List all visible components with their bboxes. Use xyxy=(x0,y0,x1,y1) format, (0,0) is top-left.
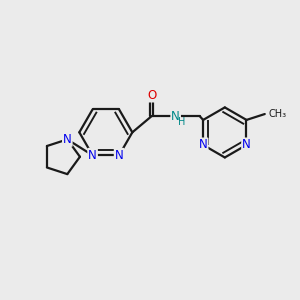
Text: CH₃: CH₃ xyxy=(268,109,286,119)
Text: N: N xyxy=(88,149,97,162)
Text: N: N xyxy=(171,110,180,123)
Text: O: O xyxy=(147,88,156,101)
Text: H: H xyxy=(178,117,185,127)
Text: N: N xyxy=(242,139,251,152)
Text: N: N xyxy=(115,149,124,162)
Text: N: N xyxy=(63,133,72,146)
Text: N: N xyxy=(199,139,208,152)
